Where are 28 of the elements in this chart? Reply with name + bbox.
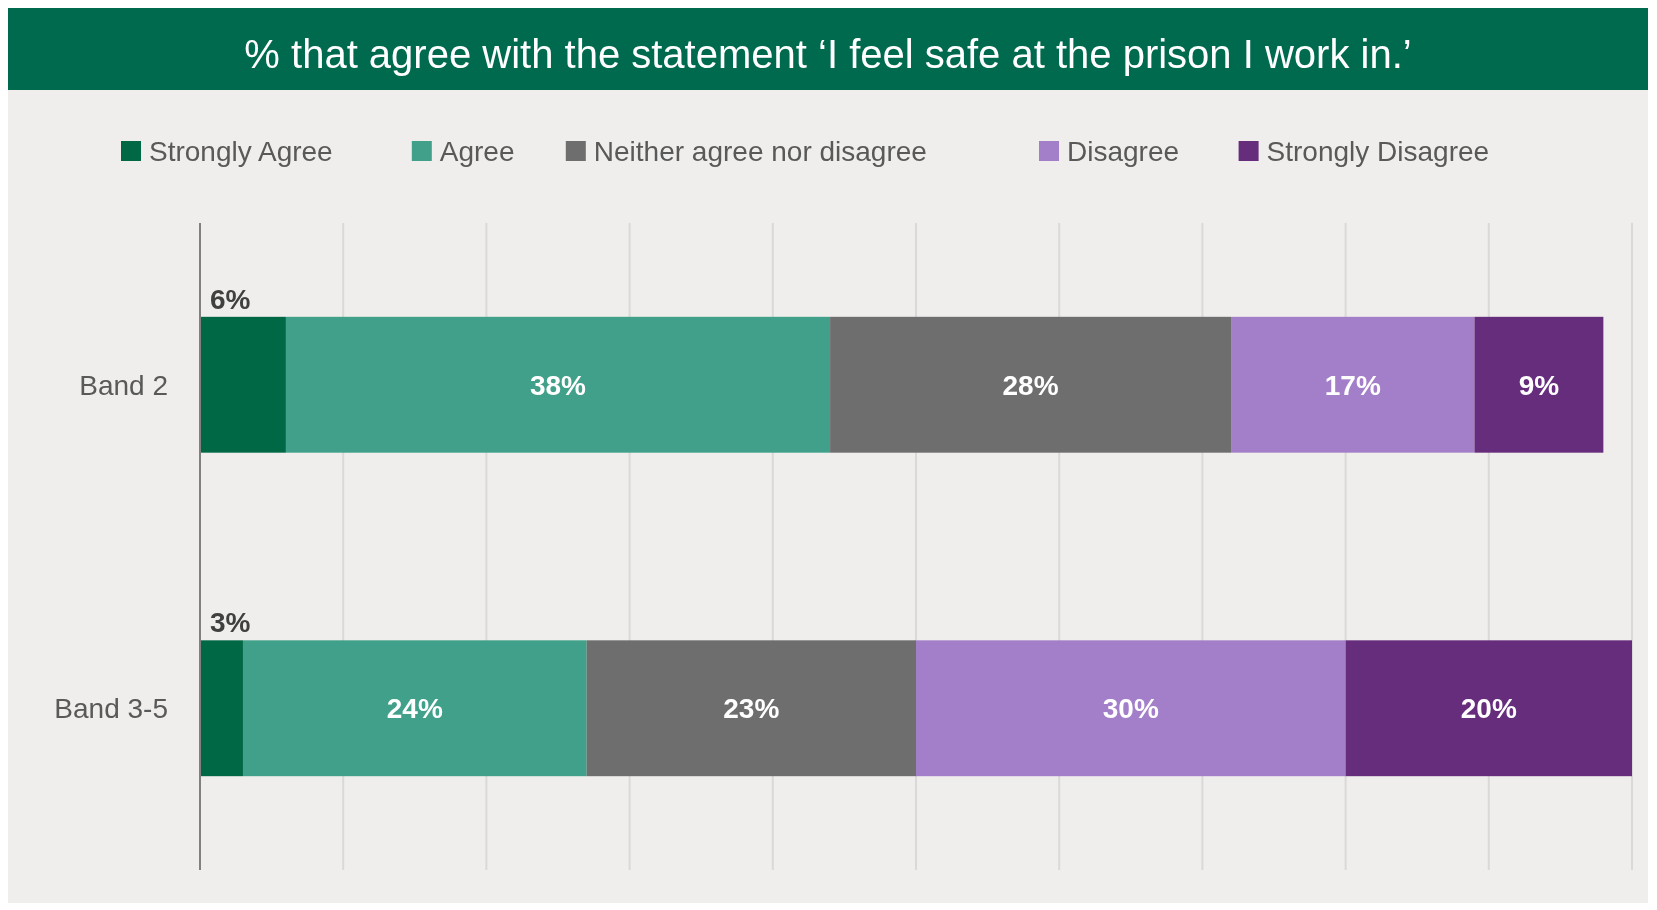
y-tick-label: Band 2 <box>79 369 168 401</box>
legend-label: Strongly Disagree <box>1266 135 1490 167</box>
legend-label: Neither agree nor disagree <box>593 135 927 167</box>
legend-label: Disagree <box>1067 135 1180 167</box>
bar <box>916 640 1346 777</box>
chart-title: % that agree with the statement ‘I feel safe at the prison I work in.’ <box>244 32 1412 76</box>
bar <box>1345 640 1632 777</box>
data-label: 20% <box>1460 693 1517 725</box>
data-label: 3% <box>210 607 251 639</box>
bar <box>586 640 916 777</box>
data-label: 28% <box>1002 369 1059 401</box>
bar <box>830 316 1232 453</box>
bar <box>1474 316 1604 453</box>
legend-label: Agree <box>439 135 515 167</box>
bar <box>1231 316 1475 453</box>
data-label: 38% <box>529 369 587 401</box>
data-label: 23% <box>723 693 780 725</box>
bar <box>200 640 243 777</box>
bar <box>200 316 286 453</box>
data-label: 30% <box>1102 693 1159 725</box>
bar <box>242 640 587 777</box>
data-label: 24% <box>386 693 443 725</box>
data-label: 9% <box>1518 369 1560 401</box>
data-label: 6% <box>210 283 251 315</box>
data-label: 17% <box>1324 369 1381 401</box>
legend-label: Strongly Agree <box>149 135 333 167</box>
y-tick-label: Band 3-5 <box>54 693 168 725</box>
bar <box>285 316 831 453</box>
